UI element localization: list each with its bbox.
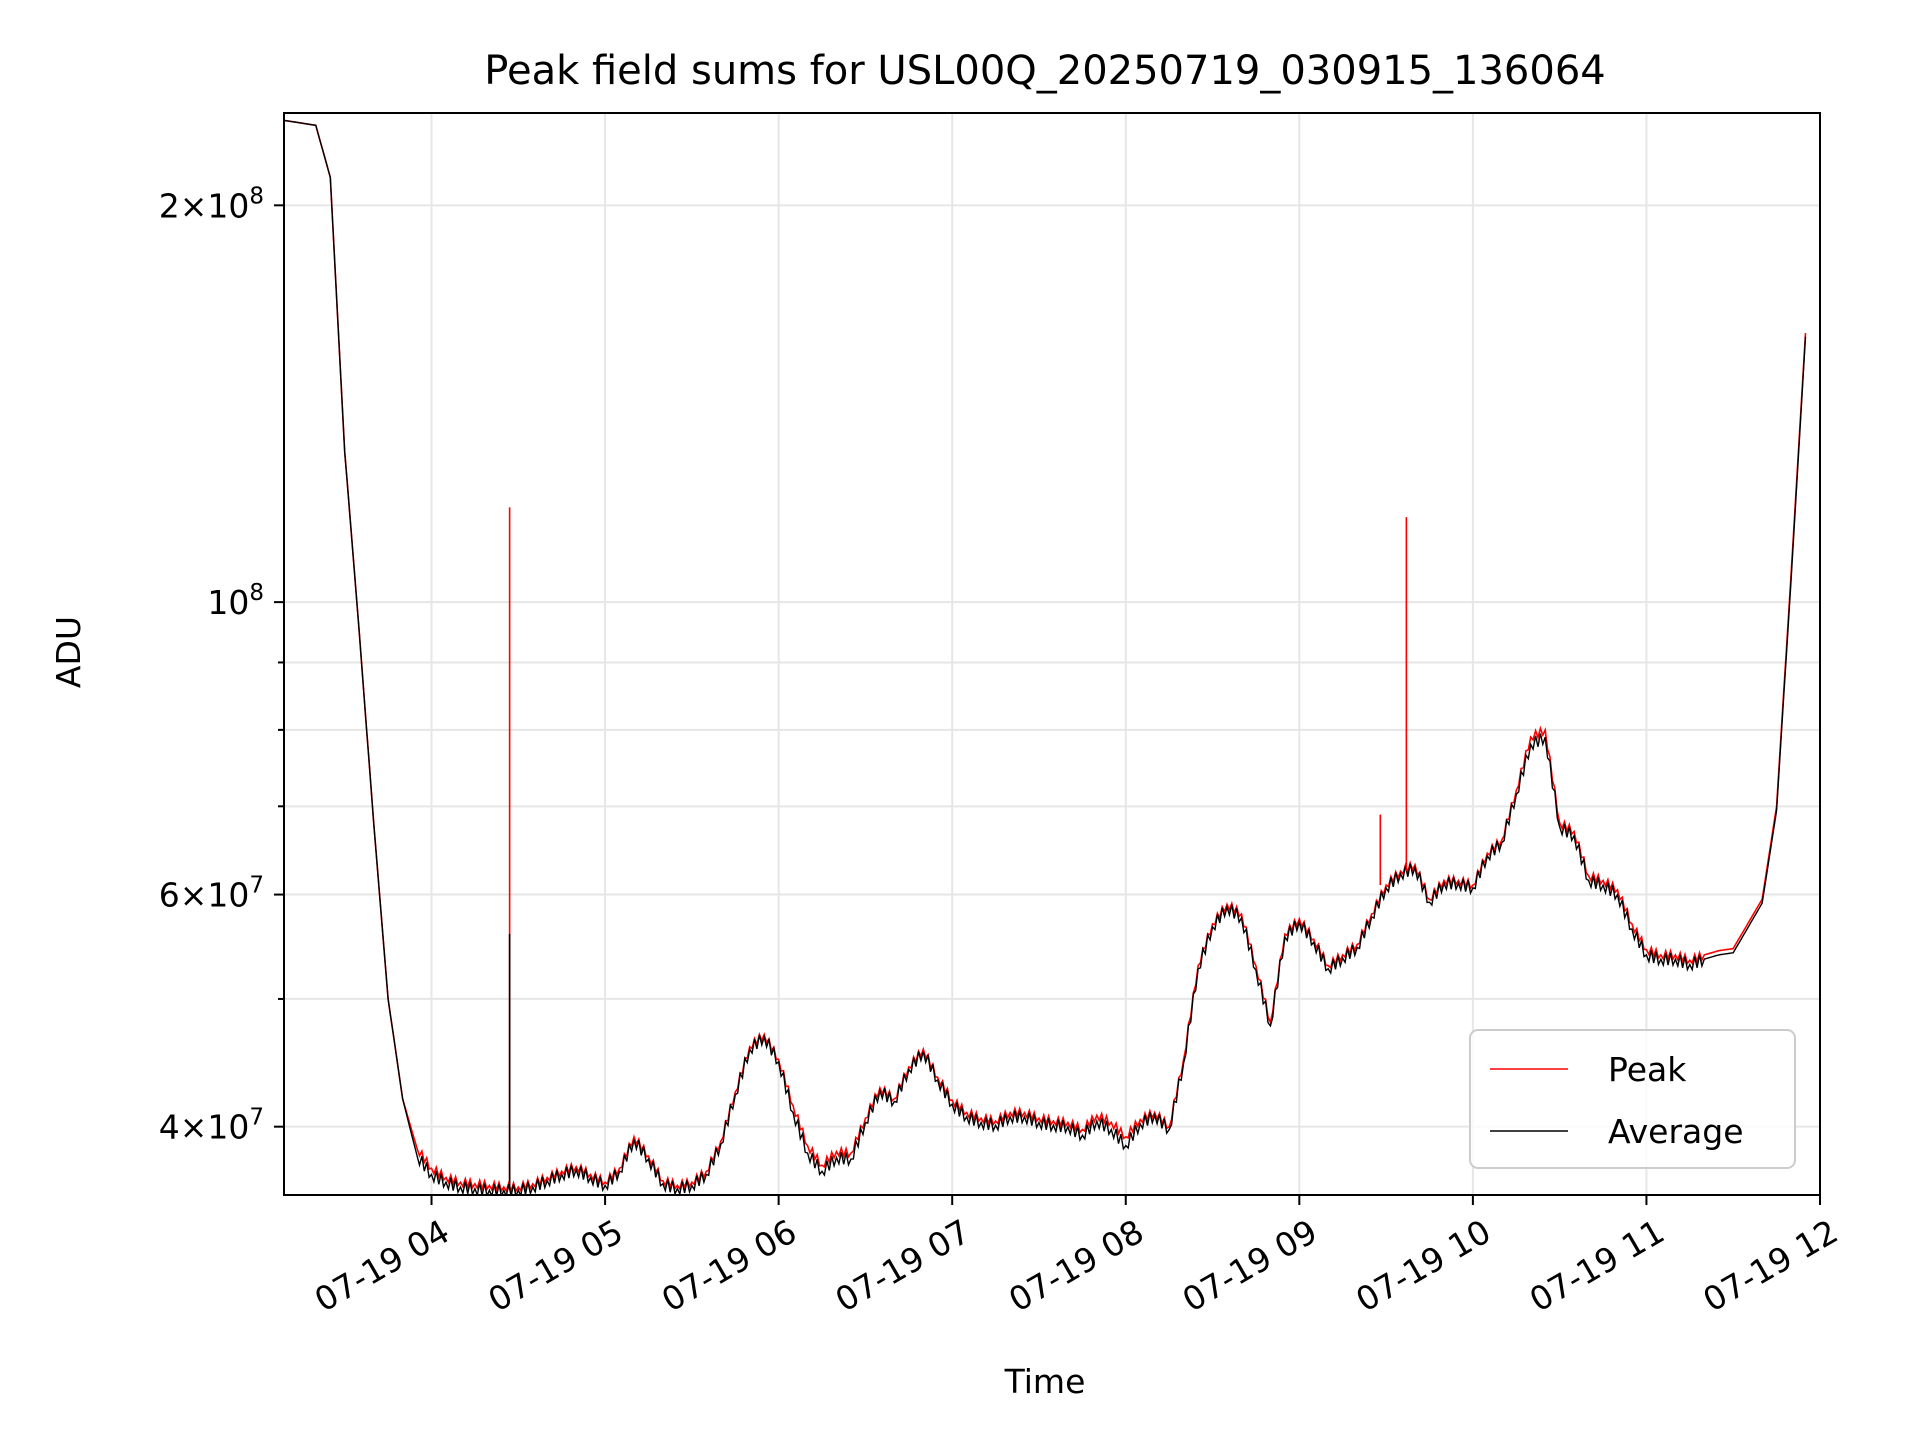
legend-peak-label: Peak [1608,1050,1687,1089]
y-tick-label: 108 [207,580,264,622]
plot-frame [283,112,1821,1196]
series-line-average [284,119,1807,1195]
series-layer [284,119,1807,1195]
y-tick-label: 2×108 [159,183,264,225]
y-tick-label: 4×107 [159,1105,264,1147]
chart-title: Peak field sums for USL00Q_20250719_0309… [484,48,1605,94]
legend: Peak Average [1469,1029,1796,1169]
legend-box [1469,1029,1796,1169]
legend-average-label: Average [1608,1112,1744,1151]
y-axis-label: ADU [49,616,88,688]
x-axis-label: Time [1004,1362,1086,1401]
series-line-peak [284,119,1807,1194]
y-tick-label: 6×107 [159,873,264,915]
